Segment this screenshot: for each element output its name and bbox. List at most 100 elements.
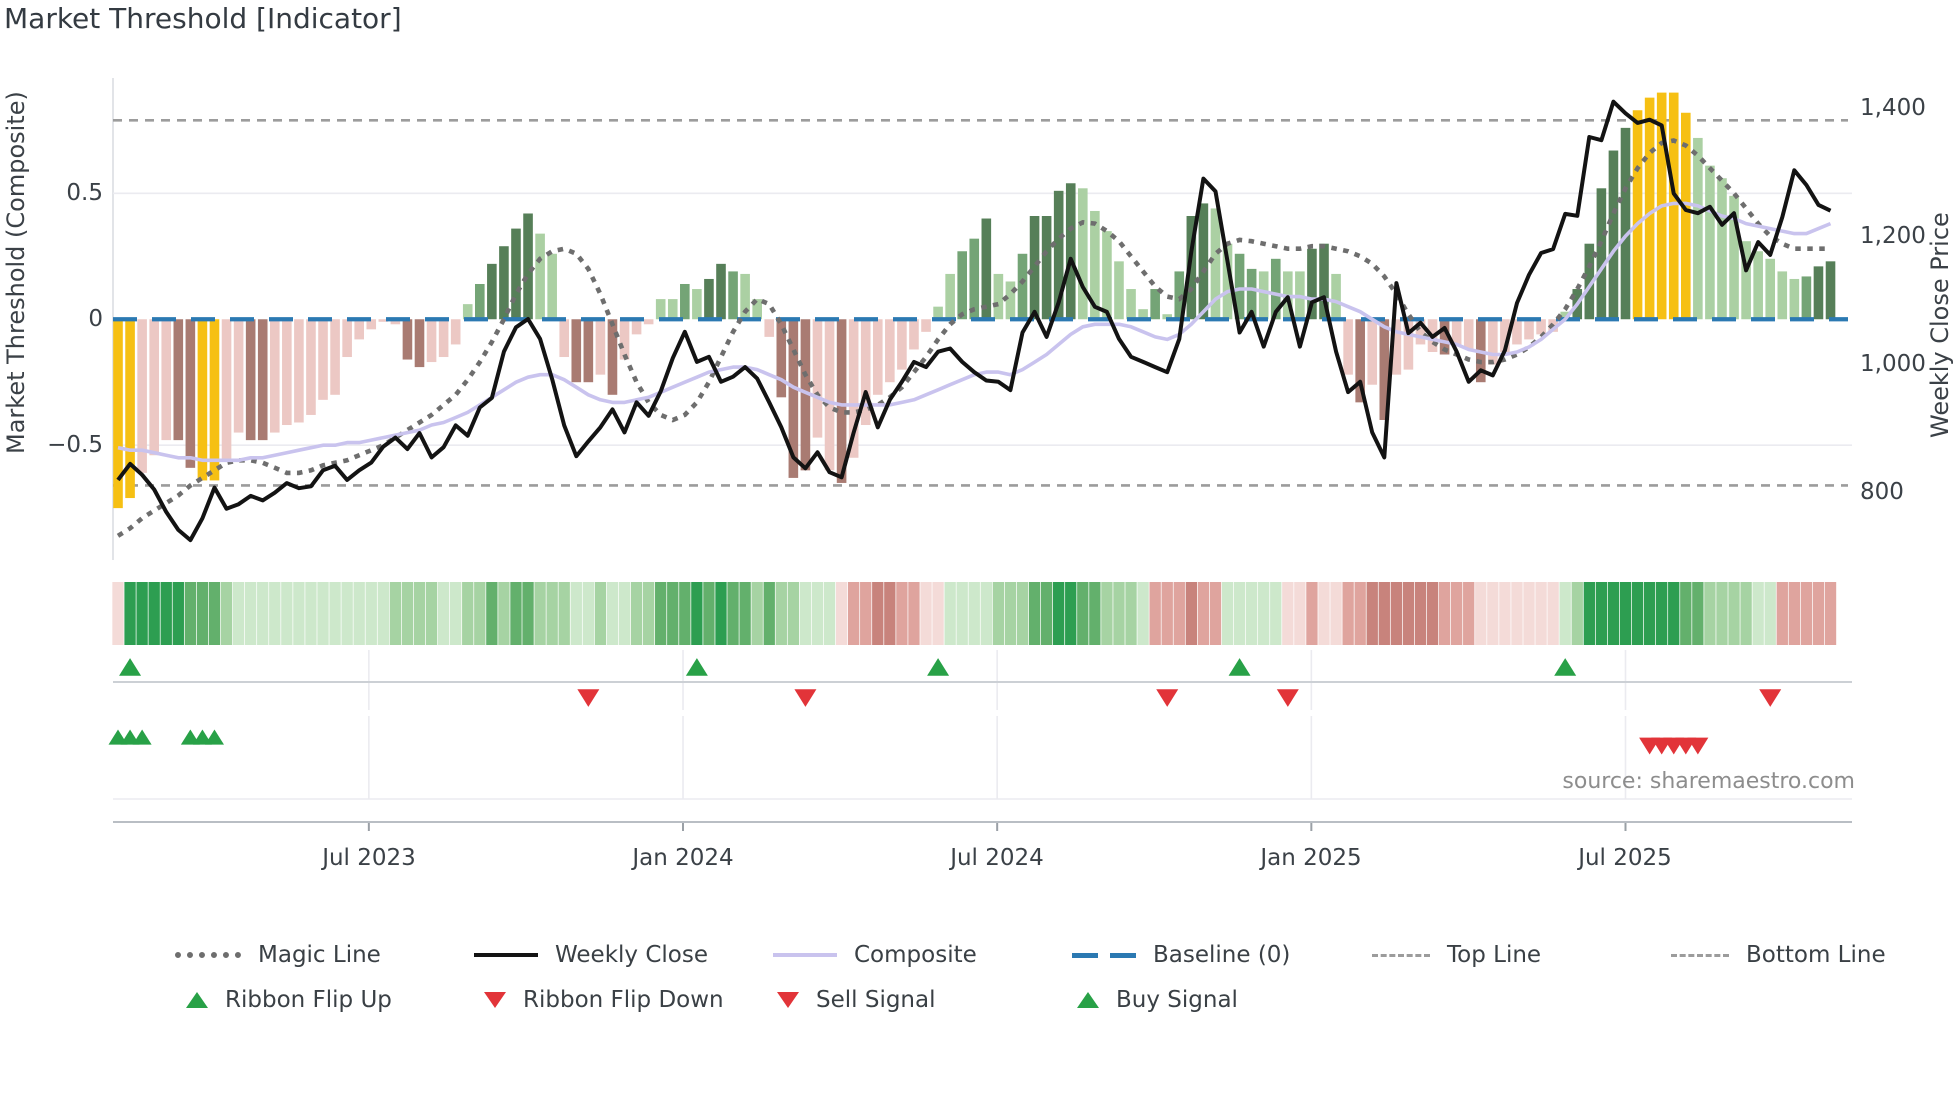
ribbon-cell (763, 582, 775, 645)
threshold-bar (1391, 319, 1402, 375)
ribbon-cell (1680, 582, 1692, 645)
ribbon-cell (184, 582, 197, 645)
threshold-bar (378, 319, 389, 322)
ribbon-cell (1282, 582, 1294, 645)
ribbon-cell (1245, 582, 1258, 645)
ribbon-cell (486, 582, 498, 645)
threshold-bar (113, 319, 123, 509)
left-axis-title: Market Threshold (Composite) (2, 91, 30, 455)
ribbon-cell (353, 582, 365, 645)
threshold-bar (209, 319, 220, 481)
ribbon-cell (847, 582, 860, 645)
threshold-bar (306, 319, 316, 415)
threshold-bar (704, 278, 714, 320)
ribbon-cell (558, 582, 570, 645)
ribbon-cell (305, 582, 317, 645)
threshold-bar (1584, 243, 1595, 320)
ribbon-cell (727, 582, 739, 645)
ribbon-cell (1125, 582, 1137, 645)
x-axis-tick: Jan 2025 (1260, 845, 1362, 871)
ribbon-cell (811, 582, 824, 645)
legend-item-ribbon-flip-up: Ribbon Flip Up (186, 985, 392, 1015)
ribbon-cell (208, 582, 221, 645)
threshold-bar (643, 319, 654, 325)
ribbon-cell (1306, 582, 1318, 645)
ribbon-cell (1330, 582, 1342, 645)
ribbon-cell (522, 582, 534, 645)
ribbon-cell (1294, 582, 1306, 645)
threshold-bar (149, 319, 159, 456)
threshold-bar (788, 319, 799, 478)
legend-item-weekly-close: Weekly Close (474, 940, 708, 970)
ribbon-cell (1800, 582, 1813, 645)
ribbon-cell (1004, 582, 1017, 645)
threshold-bar (1620, 127, 1631, 320)
threshold-bar (1668, 92, 1679, 320)
up-triangle-icon (1077, 992, 1099, 1008)
legend-label: Bottom Line (1746, 942, 1886, 968)
down-triangle-icon (484, 992, 506, 1008)
threshold-bar (137, 319, 147, 473)
threshold-bar (1753, 251, 1763, 320)
ribbon-cell (1354, 582, 1366, 645)
threshold-bar (559, 319, 570, 358)
ribbon-cell (1101, 582, 1113, 645)
threshold-bar (1717, 178, 1727, 320)
legend-label: Composite (854, 942, 977, 968)
ribbon-flip-up-marker (119, 658, 142, 676)
ribbon-cell (498, 582, 510, 645)
threshold-bar (1331, 273, 1341, 320)
threshold-bar (1029, 216, 1040, 320)
ribbon-cell (799, 582, 812, 645)
ribbon-cell (618, 582, 631, 645)
threshold-bar (342, 319, 352, 358)
ribbon-cell (908, 582, 920, 645)
threshold-bar (1198, 203, 1209, 320)
ribbon-cell (1752, 582, 1764, 645)
ribbon-cell (1463, 582, 1475, 645)
ribbon-cell (570, 582, 582, 645)
threshold-bar (1210, 208, 1221, 320)
threshold-bar (897, 319, 907, 370)
ribbon-cell (956, 582, 968, 645)
right-axis-tick: 800 (1860, 479, 1904, 505)
ribbon-cell (1378, 582, 1390, 645)
ribbon-flip-up-marker (685, 658, 708, 676)
up-triangle-icon (186, 992, 208, 1008)
x-axis-tick: Jul 2024 (950, 845, 1044, 871)
threshold-bar (450, 319, 461, 345)
left-axis-tick: 0.5 (66, 180, 103, 206)
threshold-bar (812, 319, 823, 438)
legend-item-composite: Composite (773, 940, 977, 970)
threshold-bar (1741, 241, 1751, 320)
ribbon-cell (1028, 582, 1041, 645)
ribbon-cell (1426, 582, 1439, 645)
threshold-bar (716, 263, 726, 320)
threshold-bar (1825, 261, 1836, 320)
ribbon-cell (944, 582, 956, 645)
threshold-bar (547, 253, 557, 320)
threshold-bar (728, 271, 738, 320)
threshold-bar (1415, 319, 1426, 345)
threshold-bar (969, 238, 980, 320)
threshold-bar (1307, 248, 1317, 320)
threshold-bar (885, 319, 895, 383)
threshold-bar (1150, 289, 1160, 320)
down-triangle-icon (777, 992, 799, 1008)
ribbon-cell (1221, 582, 1234, 645)
buy-signal-marker (192, 729, 212, 745)
threshold-bar (125, 319, 135, 499)
ribbon-cell (425, 582, 438, 645)
threshold-bar (872, 319, 883, 395)
ribbon-cell (1089, 582, 1101, 645)
ribbon-cell (546, 582, 558, 645)
threshold-bar (933, 306, 943, 320)
ribbon-cell (1776, 582, 1788, 645)
ribbon-cell (1149, 582, 1161, 645)
ribbon-cell (1077, 582, 1089, 645)
threshold-bar (282, 319, 292, 426)
threshold-bar (1114, 261, 1124, 320)
legend-label: Top Line (1447, 942, 1542, 968)
threshold-bar (957, 251, 967, 320)
ribbon-cell (1607, 582, 1620, 645)
